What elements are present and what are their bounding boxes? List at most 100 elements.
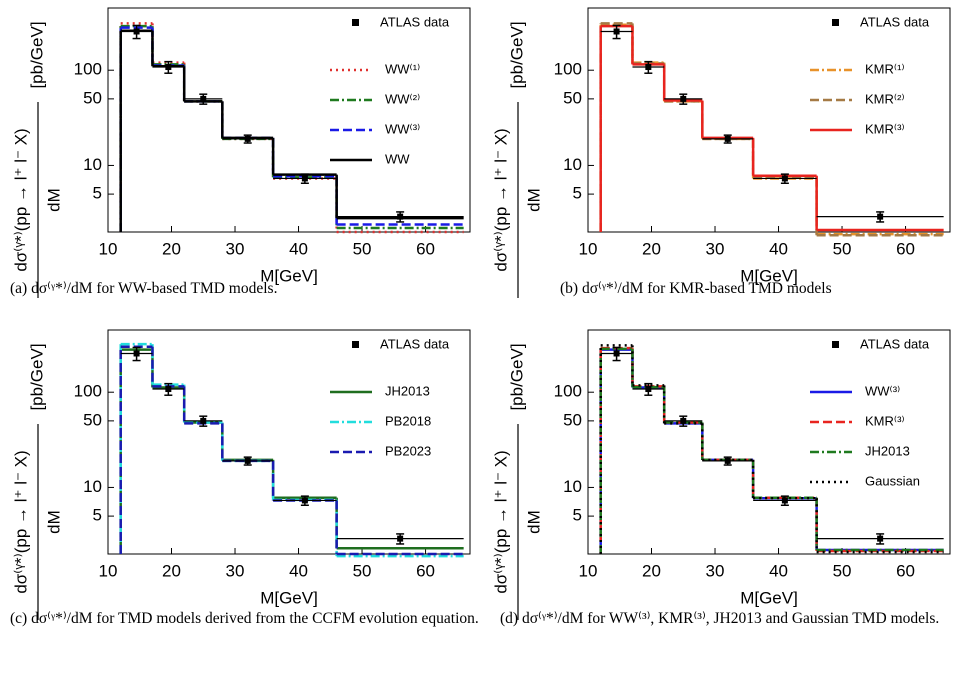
y-axis-label: dσ⁽ᵞ*⁾(pp → l⁺ l⁻ X) dM [pb/GeV] bbox=[11, 21, 63, 298]
legend-marker bbox=[832, 341, 839, 348]
x-tick-label: 60 bbox=[896, 561, 915, 580]
caption: (a) dσ⁽ᵞ*⁾/dM for WW-based TMD models. bbox=[10, 280, 278, 297]
y-tick-label: 100 bbox=[74, 60, 102, 79]
x-tick-label: 40 bbox=[289, 239, 308, 258]
data-point bbox=[200, 417, 207, 424]
y-tick-label: 10 bbox=[563, 155, 582, 174]
x-tick-label: 10 bbox=[579, 239, 598, 258]
legend-label: PB2023 bbox=[385, 443, 431, 458]
caption: (c) dσ⁽ᵞ*⁾/dM for TMD models derived fro… bbox=[10, 610, 479, 627]
x-tick-label: 10 bbox=[99, 239, 118, 258]
data-point bbox=[244, 135, 251, 142]
data-point bbox=[645, 386, 652, 393]
data-point bbox=[397, 213, 404, 220]
data-point bbox=[781, 497, 788, 504]
y-label-denominator: dM bbox=[524, 188, 543, 212]
legend-label: ATLAS data bbox=[860, 336, 930, 351]
y-label-numerator: dσ⁽ᵞ*⁾(pp → l⁺ l⁻ X) bbox=[11, 450, 30, 593]
x-tick-label: 60 bbox=[416, 239, 435, 258]
legend-label: Gaussian bbox=[865, 473, 920, 488]
plot-frame bbox=[587, 7, 951, 233]
data-point bbox=[301, 497, 308, 504]
plot-frame bbox=[107, 329, 471, 555]
x-tick-label: 10 bbox=[99, 561, 118, 580]
y-tick-label: 100 bbox=[554, 60, 582, 79]
x-axis-label: M[GeV] bbox=[740, 588, 798, 607]
y-tick-label: 10 bbox=[563, 477, 582, 496]
y-tick-label: 50 bbox=[563, 88, 582, 107]
data-point bbox=[877, 213, 884, 220]
data-point bbox=[165, 64, 172, 71]
legend-label: PB2018 bbox=[385, 413, 431, 428]
x-tick-label: 20 bbox=[642, 239, 661, 258]
legend-label: WW bbox=[385, 151, 410, 166]
y-tick-label: 5 bbox=[573, 506, 582, 525]
x-tick-label: 50 bbox=[833, 239, 852, 258]
data-point bbox=[680, 95, 687, 102]
data-point bbox=[397, 535, 404, 542]
y-label-numerator: dσ⁽ᵞ*⁾(pp → l⁺ l⁻ X) bbox=[11, 128, 30, 271]
x-axis-label: M[GeV] bbox=[260, 588, 318, 607]
y-axis-label: dσ⁽ᵞ*⁾(pp → l⁺ l⁻ X) dM [pb/GeV] bbox=[11, 343, 63, 620]
y-axis-label: dσ⁽ᵞ*⁾(pp → l⁺ l⁻ X) dM [pb/GeV] bbox=[491, 343, 543, 620]
data-point bbox=[680, 417, 687, 424]
x-tick-label: 60 bbox=[896, 239, 915, 258]
data-point bbox=[165, 386, 172, 393]
data-point bbox=[781, 175, 788, 182]
y-tick-label: 50 bbox=[83, 410, 102, 429]
x-tick-label: 30 bbox=[226, 239, 245, 258]
data-point bbox=[724, 135, 731, 142]
caption: (b) dσ⁽ᵞ*⁾/dM for KMR-based TMD models bbox=[560, 280, 832, 297]
y-label-unit: [pb/GeV] bbox=[507, 343, 526, 410]
data-point bbox=[133, 28, 140, 35]
y-label-numerator: dσ⁽ᵞ*⁾(pp → l⁺ l⁻ X) bbox=[491, 450, 510, 593]
legend-label: ATLAS data bbox=[380, 336, 450, 351]
y-tick-label: 50 bbox=[83, 88, 102, 107]
x-tick-label: 10 bbox=[579, 561, 598, 580]
x-tick-label: 50 bbox=[353, 561, 372, 580]
x-tick-label: 20 bbox=[162, 239, 181, 258]
y-label-denominator: dM bbox=[44, 188, 63, 212]
data-point bbox=[613, 28, 620, 35]
caption: (d) dσ⁽ᵞ*⁾/dM for WW⁽³⁾, KMR⁽³⁾, JH2013 … bbox=[500, 610, 940, 627]
legend-marker bbox=[832, 19, 839, 26]
y-label-unit: [pb/GeV] bbox=[27, 343, 46, 410]
legend-label: WW⁽¹⁾ bbox=[385, 61, 420, 76]
data-point bbox=[877, 535, 884, 542]
legend-label: ATLAS data bbox=[380, 14, 450, 29]
y-tick-label: 10 bbox=[83, 155, 102, 174]
x-axis-label: M[GeV] bbox=[740, 266, 798, 285]
y-axis-label: dσ⁽ᵞ*⁾(pp → l⁺ l⁻ X) dM [pb/GeV] bbox=[491, 21, 543, 298]
plot-frame bbox=[587, 329, 951, 555]
legend-label: JH2013 bbox=[385, 383, 430, 398]
legend-label: KMR⁽²⁾ bbox=[865, 91, 905, 106]
y-label-unit: [pb/GeV] bbox=[27, 21, 46, 88]
x-tick-label: 30 bbox=[706, 239, 725, 258]
data-point bbox=[613, 350, 620, 357]
legend-label: WW⁽³⁾ bbox=[865, 383, 900, 398]
x-tick-label: 40 bbox=[769, 239, 788, 258]
legend-marker bbox=[352, 19, 359, 26]
y-tick-label: 10 bbox=[83, 477, 102, 496]
legend-label: WW⁽²⁾ bbox=[385, 91, 420, 106]
y-tick-label: 5 bbox=[93, 506, 102, 525]
data-point bbox=[133, 350, 140, 357]
x-tick-label: 40 bbox=[769, 561, 788, 580]
x-tick-label: 50 bbox=[833, 561, 852, 580]
y-label-denominator: dM bbox=[44, 510, 63, 534]
legend-marker bbox=[352, 341, 359, 348]
plot-frame bbox=[107, 7, 471, 233]
x-tick-label: 60 bbox=[416, 561, 435, 580]
legend-label: WW⁽³⁾ bbox=[385, 121, 420, 136]
y-tick-label: 5 bbox=[93, 184, 102, 203]
legend-label: KMR⁽¹⁾ bbox=[865, 61, 905, 76]
x-tick-label: 20 bbox=[162, 561, 181, 580]
legend-label: KMR⁽³⁾ bbox=[865, 413, 905, 428]
x-tick-label: 20 bbox=[642, 561, 661, 580]
y-tick-label: 100 bbox=[74, 382, 102, 401]
x-tick-label: 30 bbox=[226, 561, 245, 580]
data-point bbox=[724, 457, 731, 464]
data-point bbox=[244, 457, 251, 464]
x-axis-label: M[GeV] bbox=[260, 266, 318, 285]
